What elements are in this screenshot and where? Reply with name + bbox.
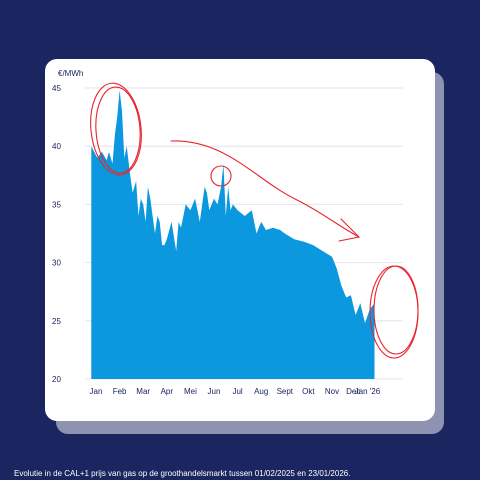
trend-arrow bbox=[170, 140, 360, 238]
circle-jan-low bbox=[369, 265, 419, 359]
y-tick-label: 40 bbox=[52, 142, 61, 151]
x-tick-label: Mar bbox=[136, 387, 150, 396]
x-tick-label: Nov bbox=[325, 387, 339, 396]
x-tick-label: Jun bbox=[208, 387, 221, 396]
x-tick-label: Feb bbox=[113, 387, 127, 396]
circle-jun-peak bbox=[210, 165, 232, 187]
x-tick-label: Sept bbox=[277, 387, 294, 396]
footer-caption: Evolutie in de CAL+1 prijs van gas op de… bbox=[14, 469, 351, 478]
x-tick-label: Jul bbox=[232, 387, 242, 396]
price-area bbox=[91, 90, 375, 380]
y-tick-label: 30 bbox=[52, 259, 61, 268]
y-tick-label: 25 bbox=[52, 317, 61, 326]
x-tick-label: Dec bbox=[346, 387, 360, 396]
circle-feb-peak-stroke bbox=[95, 86, 141, 174]
circle-jan-low-stroke bbox=[373, 265, 419, 355]
chart-card: 20 25 30 35 40 45 €/MWh Jan Feb Mar Apr Mei Jun Jul Au… bbox=[45, 59, 435, 421]
x-tick-label: Jan '26 bbox=[355, 387, 381, 396]
y-axis-label: €/MWh bbox=[58, 69, 83, 78]
circle-feb-peak bbox=[90, 82, 142, 176]
y-tick-label: 45 bbox=[52, 84, 61, 93]
annotations bbox=[90, 82, 419, 359]
x-tick-label: Aug bbox=[254, 387, 268, 396]
trend-arrowhead bbox=[338, 218, 361, 242]
y-tick-label: 20 bbox=[52, 375, 61, 384]
price-area-chart: 20 25 30 35 40 45 €/MWh Jan Feb Mar Apr Mei Jun Jul Au… bbox=[52, 69, 419, 396]
x-tick-label: Apr bbox=[161, 387, 174, 396]
x-tick-label: Jan bbox=[90, 387, 103, 396]
y-tick-label: 35 bbox=[52, 200, 61, 209]
x-tick-label: Okt bbox=[302, 387, 315, 396]
x-tick-label: Mei bbox=[184, 387, 197, 396]
